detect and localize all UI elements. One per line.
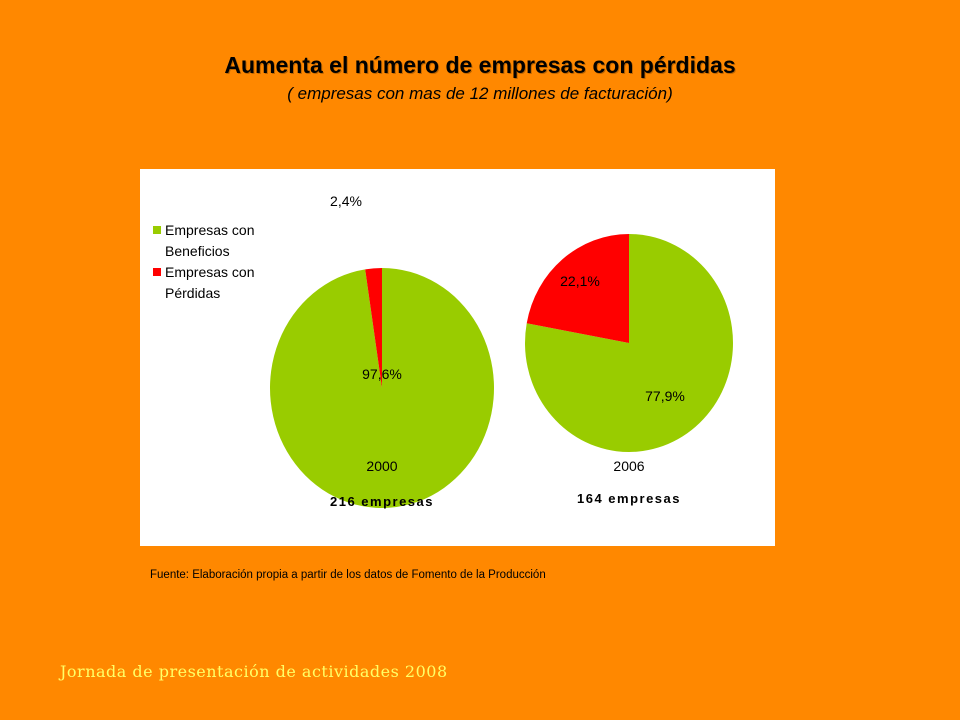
legend-label: Empresas con bbox=[165, 222, 254, 238]
data-label: 2,4% bbox=[330, 193, 362, 209]
pie-charts: 97,6% 2,4% 2000 216 empresas Empresas con Ben… bbox=[153, 193, 733, 509]
data-label: 22,1% bbox=[560, 273, 600, 289]
total-label: 216 empresas bbox=[330, 494, 434, 509]
pie-slice-perdidas bbox=[526, 234, 629, 343]
total-label: 164 empresas bbox=[577, 491, 681, 506]
legend-swatch bbox=[153, 268, 161, 276]
data-label: 97,6% bbox=[362, 366, 402, 382]
source-note: Fuente: Elaboración propia a partir de l… bbox=[150, 569, 546, 581]
slide-subtitle: ( empresas con mas de 12 millones de fac… bbox=[287, 84, 673, 103]
footer-text: Jornada de presentación de actividades 2… bbox=[60, 662, 448, 681]
slide-title: Aumenta el número de empresas con pérdid… bbox=[224, 52, 736, 78]
pie-slice-perdidas bbox=[365, 268, 382, 388]
legend-label: Empresas con bbox=[165, 264, 254, 280]
year-label: 2006 bbox=[613, 458, 644, 474]
pie-slice-beneficios bbox=[269, 268, 494, 508]
year-label: 2000 bbox=[366, 458, 397, 474]
chart-panel: 97,6% 2,4% 2000 216 empresas Empresas con Ben… bbox=[140, 169, 775, 546]
legend-swatch bbox=[153, 226, 161, 234]
legend-label: Beneficios bbox=[165, 243, 230, 259]
pie-slice-beneficios bbox=[525, 234, 733, 453]
legend-label: Pérdidas bbox=[165, 285, 220, 301]
data-label: 77,9% bbox=[645, 388, 685, 404]
